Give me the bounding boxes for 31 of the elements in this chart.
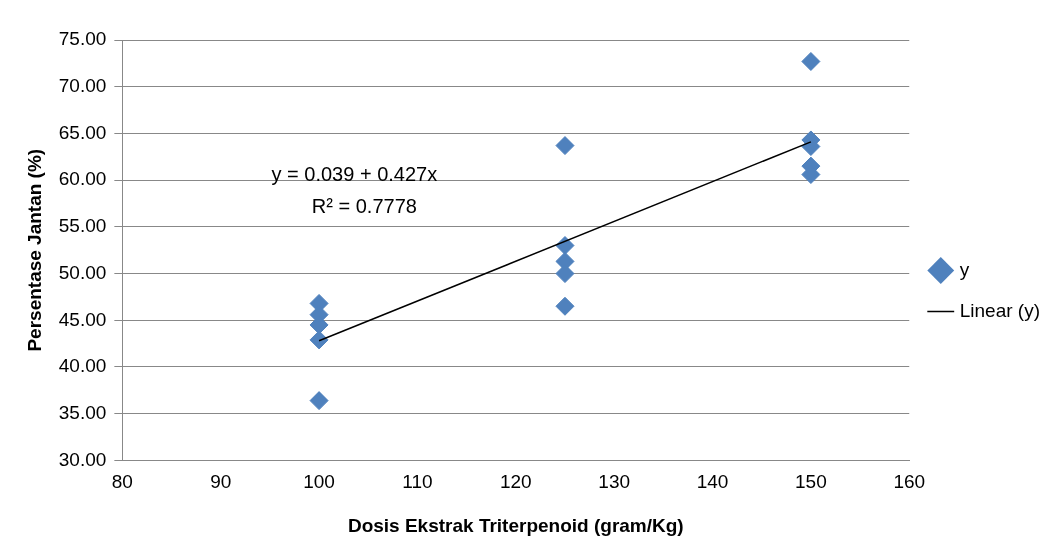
y-tick-label: 60.00	[58, 168, 107, 190]
y-tick-label: 65.00	[58, 121, 107, 143]
y-tick-label: 40.00	[58, 355, 107, 377]
point	[309, 391, 329, 411]
y-tick-label: 75.00	[58, 28, 107, 50]
x-tick-label: 160	[893, 471, 926, 493]
x-tick-label: 120	[499, 471, 532, 493]
point	[309, 330, 329, 350]
annotation: R² = 0.7778	[311, 194, 417, 217]
annotation: y = 0.039 + 0.427x	[271, 162, 438, 185]
y-tick-label: 55.00	[58, 215, 107, 237]
point	[801, 51, 821, 71]
x-tick-label: 110	[402, 471, 433, 493]
legend-label: y	[959, 258, 970, 280]
x-tick-label: 100	[303, 471, 335, 493]
y-tick-label: 70.00	[58, 74, 107, 96]
legend-label: Linear (y)	[959, 299, 1040, 321]
x-tick-label: 130	[598, 471, 631, 493]
x-tick-label: 80	[111, 471, 133, 493]
point	[555, 136, 575, 156]
x-tick-label: 150	[795, 471, 827, 493]
x-tick-label: 90	[210, 471, 232, 493]
y-tick-label: 45.00	[58, 308, 107, 330]
point	[555, 296, 575, 316]
y-tick-label: 50.00	[58, 261, 107, 283]
y-tick-label: 35.00	[58, 401, 107, 423]
y-tick-label: 30.00	[58, 448, 107, 470]
x-axis-title: Dosis Ekstrak Triterpenoid (gram/Kg)	[347, 514, 684, 536]
point	[555, 264, 575, 284]
y-axis-title: Persentase Jantan (%)	[23, 148, 45, 352]
x-tick-label: 140	[696, 471, 729, 493]
